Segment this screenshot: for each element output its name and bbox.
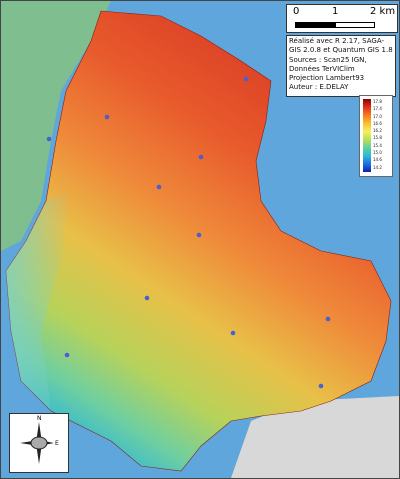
legend-value: 17.4 (373, 106, 382, 112)
legend-color-ramp (363, 99, 371, 172)
sensor-point[interactable] (198, 154, 204, 160)
legend-value: 16.2 (373, 128, 382, 134)
sensor-point[interactable] (325, 316, 331, 322)
legend-value: 14.2 (373, 164, 382, 170)
compass-rose-icon (20, 422, 54, 464)
scale-bar-segment-white (335, 22, 375, 28)
scale-label-0: 0 (293, 6, 300, 17)
sensor-point[interactable] (156, 184, 162, 190)
sensor-point[interactable] (46, 136, 52, 142)
north-arrow-box: N E (9, 413, 69, 473)
sensor-point[interactable] (230, 330, 236, 336)
sensor-point[interactable] (243, 76, 249, 82)
legend-value: 15.4 (373, 142, 382, 148)
scale-label-1: 1 (332, 6, 339, 17)
credits-line: GIS 2.0.8 et Quantum GIS 1.8 (289, 46, 393, 55)
outside-land-west (1, 1, 111, 251)
legend-value: 14.6 (373, 157, 382, 163)
north-label: N (37, 415, 42, 422)
east-label: E (55, 440, 59, 447)
credits-line: Réalisé avec R 2.17, SAGA- (289, 37, 384, 45)
sensor-points (46, 76, 331, 389)
outside-land-southeast (231, 396, 399, 478)
sensor-point[interactable] (196, 232, 202, 238)
sensor-point[interactable] (64, 352, 70, 358)
scale-bar-segment-black (295, 22, 335, 28)
legend-value: 17.0 (373, 113, 382, 119)
credits-line: Sources : Scan25 IGN, (289, 55, 367, 64)
credits-box: Réalisé avec R 2.17, SAGA- GIS 2.0.8 et … (286, 35, 396, 97)
credits-line: Données TerVIClim (289, 64, 355, 73)
sensor-point[interactable] (318, 383, 324, 389)
scale-label-2km: 2 km (370, 6, 396, 17)
legend-value: 15.0 (373, 150, 382, 156)
legend-value: 17.8 (373, 99, 382, 104)
sensor-point[interactable] (144, 295, 150, 301)
study-area-west-band (6, 191, 71, 411)
legend-value: 15.8 (373, 135, 382, 141)
scale-bar-box: 0 1 2 km (286, 4, 398, 33)
temperature-legend: 17.8 17.4 17.0 16.6 16.2 15.8 15.4 15.0 … (359, 95, 393, 177)
credits-line: Auteur : E.DELAY (289, 83, 349, 92)
sensor-point[interactable] (104, 114, 110, 120)
legend-value: 16.6 (373, 120, 382, 126)
credits-line: Projection Lambert93 (289, 74, 365, 83)
legend-labels: 17.8 17.4 17.0 16.6 16.2 15.8 15.4 15.0 … (373, 98, 391, 171)
